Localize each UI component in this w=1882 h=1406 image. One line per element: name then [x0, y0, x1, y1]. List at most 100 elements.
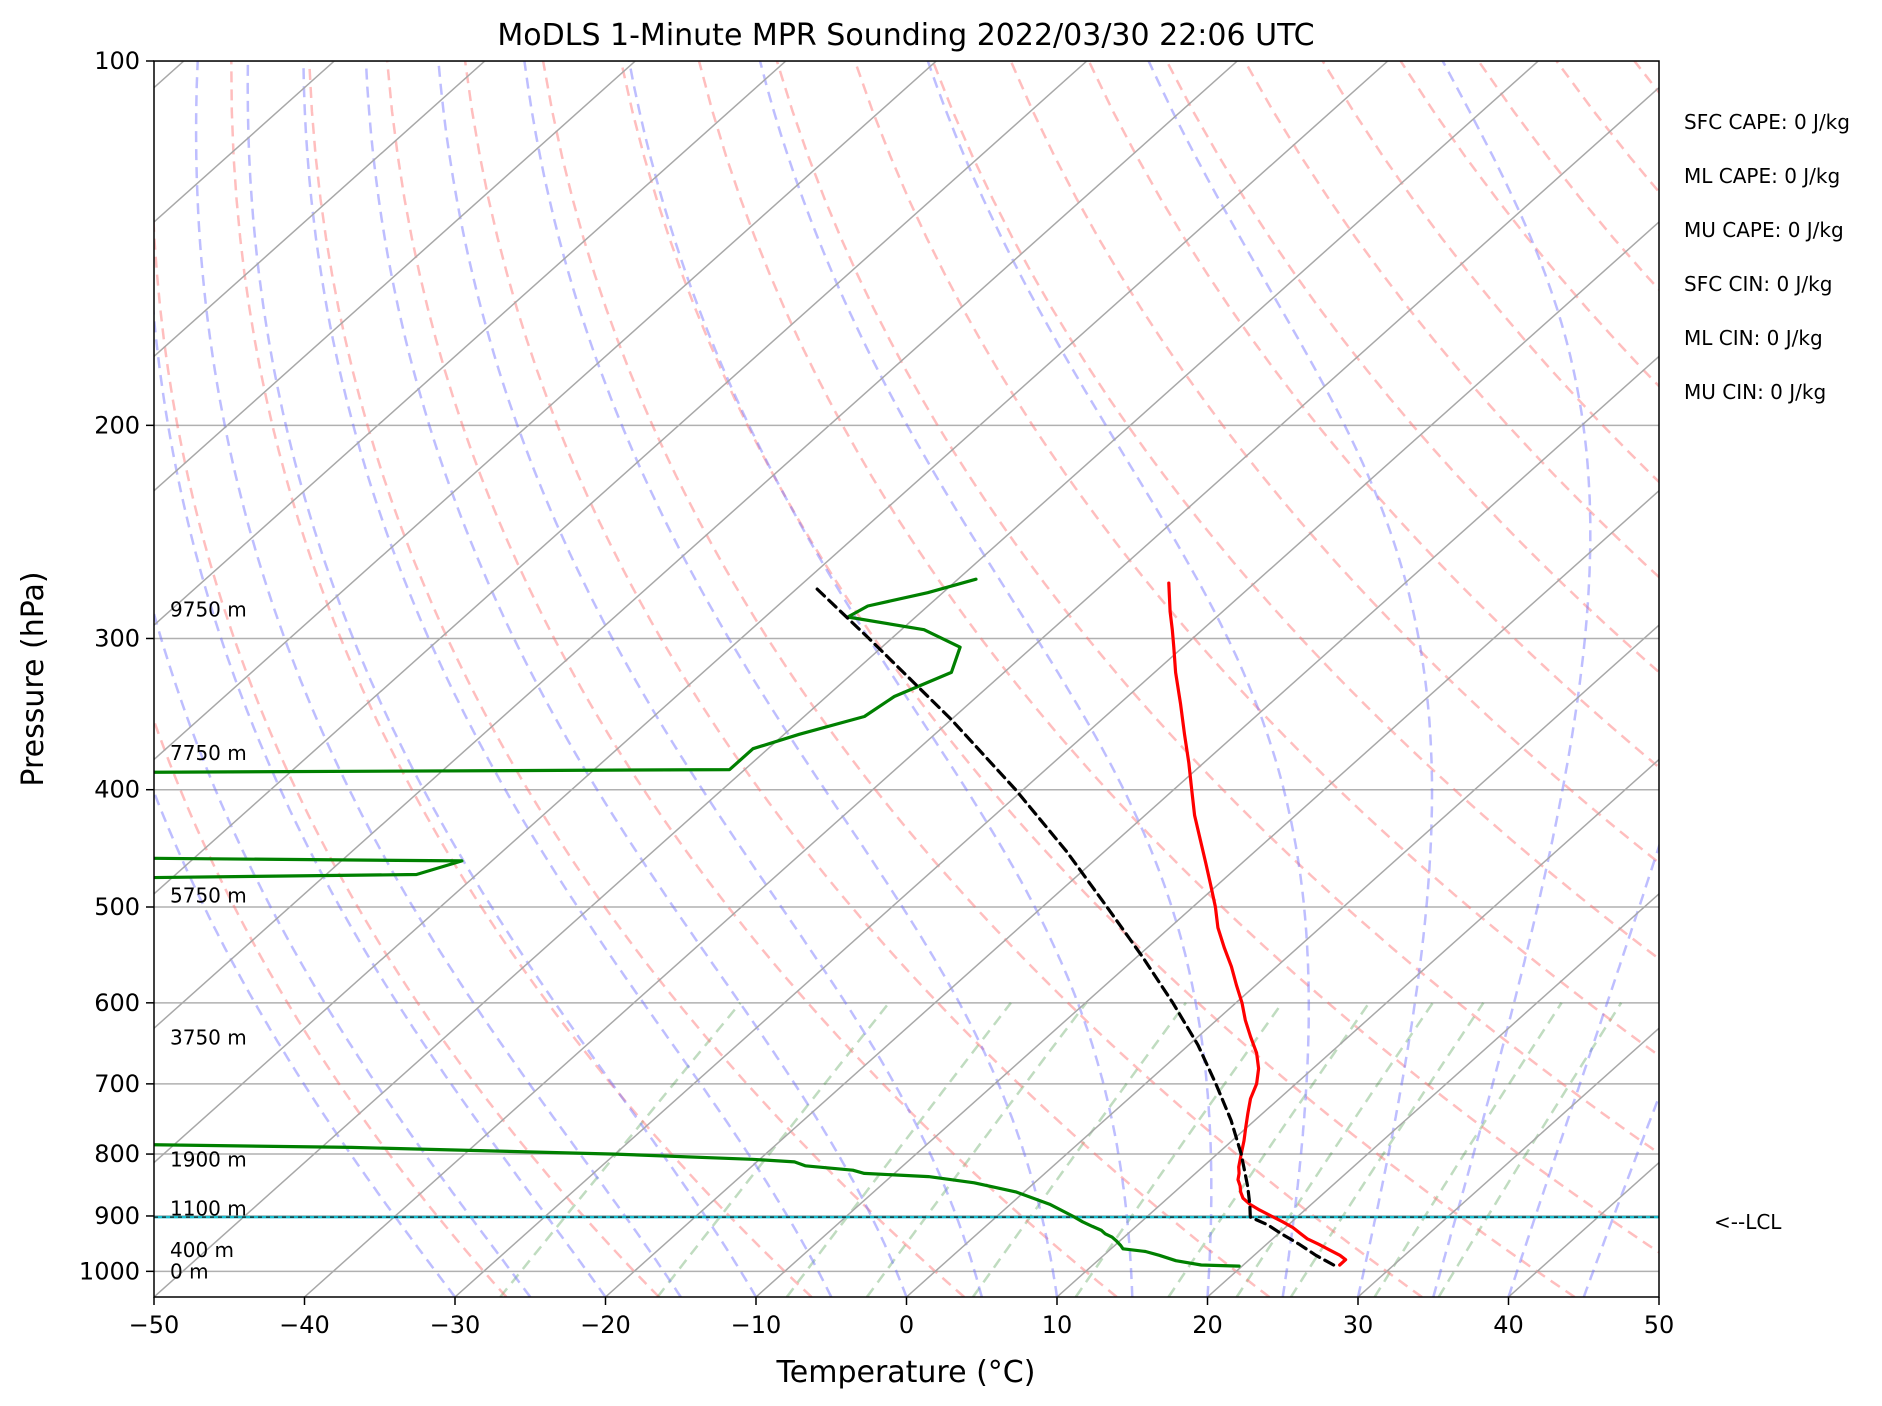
- dry-adiabat: [1712, 61, 1882, 1297]
- y-axis-label: Pressure (hPa): [16, 571, 51, 786]
- moist-adiabat: [1507, 842, 1659, 1297]
- y-tick-label: 500: [94, 893, 140, 921]
- mixing-ratio-lines: [499, 1002, 1623, 1297]
- mixing-ratio-line: [1437, 1002, 1623, 1297]
- dry-adiabat: [1555, 61, 1659, 194]
- x-tick-label: 20: [1192, 1311, 1223, 1339]
- dry-adiabat: [1868, 61, 1882, 1297]
- y-tick-label: 200: [94, 411, 140, 439]
- parameter-text: ML CAPE: 0 J/kg: [1684, 164, 1840, 188]
- moist-adiabat: [246, 61, 758, 1297]
- height-label: 400 m: [170, 1238, 234, 1262]
- lcl-label: <--LCL: [1714, 1210, 1782, 1234]
- mixing-ratio-line: [1373, 1002, 1563, 1297]
- x-tick-label: 10: [1042, 1311, 1073, 1339]
- dry-adiabat: [853, 61, 1659, 1058]
- isotherm-line: [1056, 758, 1659, 1297]
- parameter-panel: SFC CAPE: 0 J/kg ML CAPE: 0 J/kg MU CAPE: …: [1684, 110, 1850, 404]
- dry-adiabat: [1633, 61, 1659, 95]
- isotherm-line: [154, 61, 1389, 1164]
- isotherm-line: [755, 489, 1659, 1297]
- height-label: 3750 m: [170, 1026, 247, 1050]
- mixing-ratio-line: [656, 1002, 890, 1297]
- y-tick-label: 700: [94, 1070, 140, 1098]
- dry-adiabat: [1321, 61, 1659, 484]
- isotherm-line: [154, 61, 1539, 1297]
- dry-adiabat: [697, 61, 1659, 1254]
- moist-adiabat: [1432, 61, 1592, 1297]
- dry-adiabat: [230, 61, 813, 1297]
- isotherm-line: [1658, 1295, 1659, 1297]
- height-label: 0 m: [170, 1259, 209, 1283]
- isotherm-line: [154, 61, 1238, 1030]
- height-label: 1900 m: [170, 1147, 247, 1171]
- moist-adiabat: [154, 609, 532, 1297]
- moist-adiabat: [926, 61, 1311, 1297]
- isotherm-lines: [154, 61, 1659, 1297]
- isotherm-line: [154, 61, 1088, 895]
- y-tick-label: 300: [94, 624, 140, 652]
- mixing-ratio-line: [865, 1002, 1088, 1297]
- isotherm-line: [605, 355, 1659, 1297]
- moist-adiabat: [154, 788, 456, 1297]
- isotherm-line: [304, 86, 1659, 1297]
- x-tick-label: −10: [731, 1311, 782, 1339]
- dry-adiabat: [619, 61, 1576, 1297]
- moist-adiabat: [1582, 1093, 1659, 1297]
- dry-adiabat: [541, 61, 1423, 1297]
- moist-adiabat: [154, 303, 607, 1297]
- dry-adiabat: [385, 61, 1118, 1297]
- isotherm-line: [154, 61, 937, 761]
- parameter-text: MU CIN: 0 J/kg: [1684, 380, 1826, 404]
- dry-adiabat: [154, 61, 660, 1297]
- parameter-text: MU CAPE: 0 J/kg: [1684, 218, 1844, 242]
- mixing-ratio-line: [785, 1002, 1012, 1297]
- isotherm-line: [454, 220, 1659, 1297]
- mixing-ratio-line: [1289, 1002, 1485, 1297]
- moist-adiabat: [437, 61, 984, 1297]
- moist-adiabat: [302, 61, 833, 1297]
- parameter-text: SFC CAPE: 0 J/kg: [1684, 110, 1850, 134]
- height-label: 9750 m: [170, 598, 247, 622]
- moist-adiabat: [758, 61, 1213, 1297]
- y-axis: 100 200 300 400 500 600 700 800 900 1000: [79, 47, 154, 1285]
- height-label: 7750 m: [170, 741, 247, 765]
- moist-adiabat: [523, 61, 1059, 1297]
- plot-frame: [153, 60, 1660, 1298]
- y-tick-label: 600: [94, 989, 140, 1017]
- isotherm-line: [154, 61, 787, 627]
- x-tick-label: −50: [129, 1311, 180, 1339]
- y-tick-label: 900: [94, 1202, 140, 1230]
- isotherm-line: [1207, 892, 1659, 1297]
- x-tick-label: −40: [279, 1311, 330, 1339]
- x-tick-label: 0: [899, 1311, 914, 1339]
- temperature-profile: [1167, 581, 1348, 1267]
- dry-adiabat: [1009, 61, 1659, 865]
- mixing-ratio-line: [499, 1002, 742, 1297]
- moist-adiabat: [627, 61, 1134, 1297]
- dry-adiabat: [1790, 61, 1882, 1297]
- dry-adiabat: [154, 717, 508, 1297]
- parcel-profile: [811, 583, 1336, 1267]
- dry-adiabat-lines: [154, 61, 1882, 1297]
- height-label: 5750 m: [170, 883, 247, 907]
- moist-adiabat: [1147, 61, 1434, 1297]
- dry-adiabat: [307, 61, 966, 1297]
- x-tick-label: −20: [580, 1311, 631, 1339]
- mixing-ratio-line: [1167, 1002, 1371, 1297]
- x-tick-label: 40: [1493, 1311, 1524, 1339]
- grid-layer: [154, 61, 1659, 1273]
- moist-adiabat: [194, 61, 682, 1297]
- chart-title: MoDLS 1-Minute MPR Sounding 2022/03/30 2…: [497, 18, 1314, 53]
- y-tick-label: 800: [94, 1140, 140, 1168]
- height-label: 1100 m: [170, 1196, 247, 1220]
- x-tick-label: 50: [1644, 1311, 1675, 1339]
- x-axis: −50 −40 −30 −20 −10 0 10 20 30 40 50: [129, 1297, 1675, 1339]
- dry-adiabat: [1399, 61, 1659, 388]
- dry-adiabat: [463, 61, 1271, 1297]
- dry-adiabat: [775, 61, 1659, 1155]
- moist-adiabat: [364, 61, 908, 1297]
- lcl-marker: <--LCL: [1714, 1210, 1782, 1234]
